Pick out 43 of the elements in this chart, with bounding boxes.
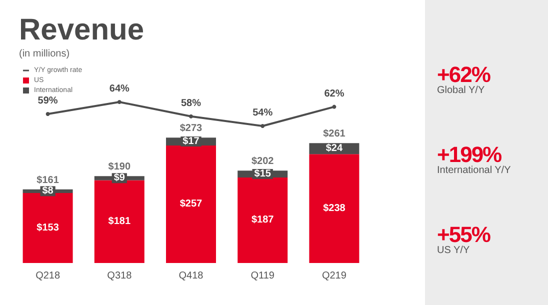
data-label: $153 [36,222,60,234]
text: International Y/Y [437,165,511,176]
point [260,124,265,128]
bar [238,177,288,263]
text: US Y/Y [437,245,471,256]
data-label: $257 [180,198,203,210]
data-label: 58% [180,98,202,109]
data-label: $238 [323,203,346,214]
point [189,114,193,118]
bar [22,193,73,263]
data-label: $9 [114,172,126,184]
x-tick-label: Q318 [107,270,132,282]
total-label: $161 [36,174,60,186]
data-label: $15 [254,168,272,180]
total-label: $190 [108,162,131,173]
data-label: 54% [252,108,273,118]
text: +55% [437,222,492,247]
x-tick-label: Q418 [178,270,204,282]
data-label: $24 [326,143,343,154]
bar [166,145,216,263]
point [332,104,336,109]
bar [94,180,144,263]
point [46,112,50,116]
data-label: 59% [38,96,58,106]
data-label: $181 [108,216,131,228]
total-label: $273 [180,123,203,134]
x-tick-label: Q219 [322,270,347,282]
text: +62% [437,62,492,87]
total-label: $261 [323,128,346,140]
data-label: $8 [42,186,54,197]
data-label: $17 [182,136,200,148]
point [117,100,122,104]
text: +199% [437,142,502,167]
data-label: 62% [324,88,344,100]
data-label: $187 [251,214,274,226]
chart-subtitle: (in millions) [19,48,70,60]
total-label: $202 [251,156,274,168]
x-tick-label: Q218 [36,270,60,282]
text: Global Y/Y [437,85,486,96]
x-tick-label: Q119 [250,270,275,282]
bar [309,154,360,263]
data-label: 64% [109,84,130,94]
chart-title: Revenue [19,14,144,46]
